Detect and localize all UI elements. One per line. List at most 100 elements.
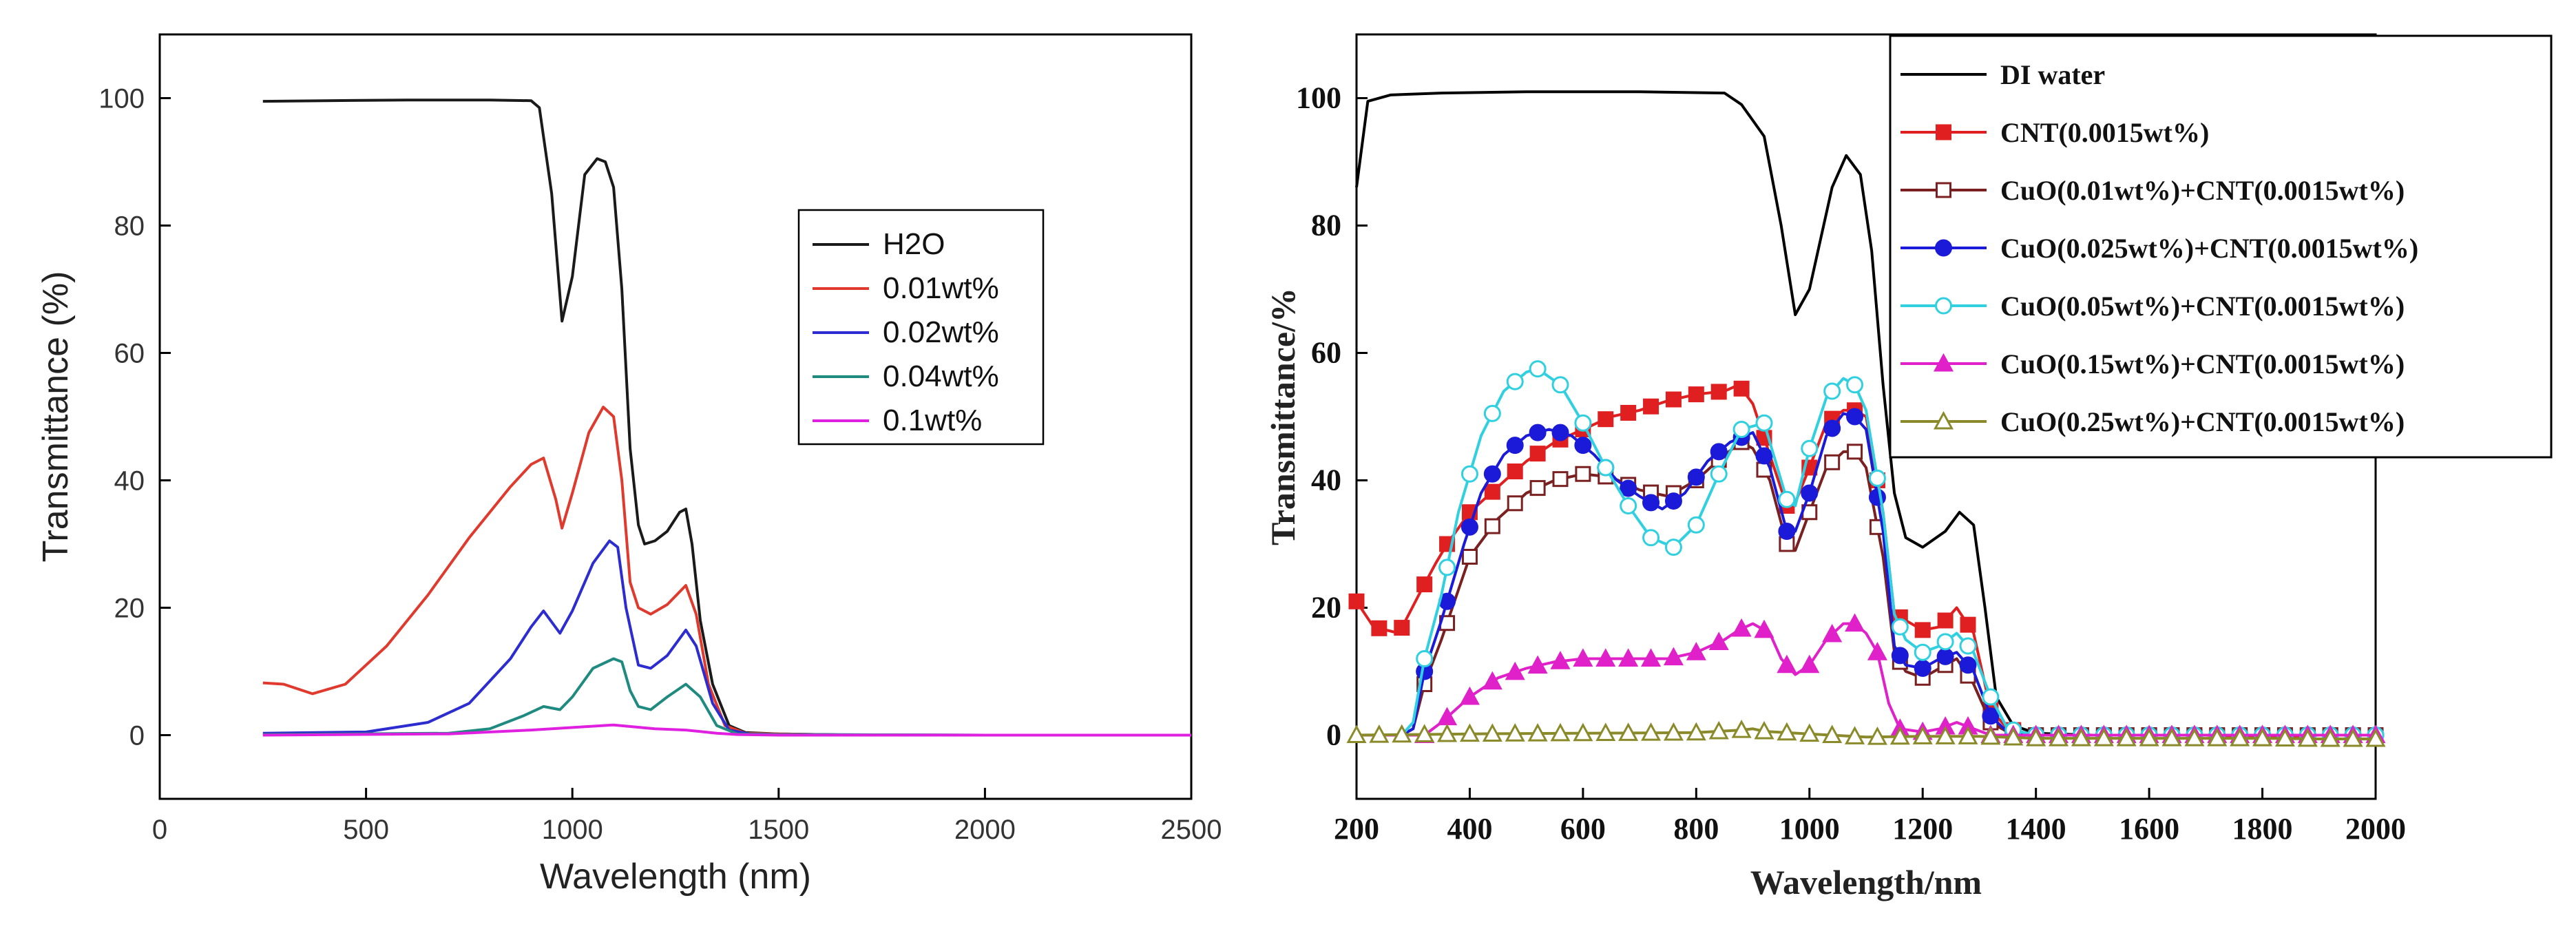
right-marker-s4 bbox=[1574, 414, 1592, 432]
right-marker-s2 bbox=[1824, 454, 1841, 470]
right-marker-s6 bbox=[1505, 723, 1525, 742]
right-marker-s4 bbox=[1755, 414, 1773, 432]
right-marker-s5 bbox=[1550, 651, 1571, 669]
right-marker-s5 bbox=[1799, 654, 1820, 674]
right-marker-s4 bbox=[1687, 516, 1705, 534]
left-x-axis-label: Wavelength (nm) bbox=[540, 857, 811, 897]
right-marker-s5 bbox=[1505, 661, 1525, 680]
right-chart-panel: 0 20 40 60 80 100 200 400 600 800 1000 1200 1400 160… bbox=[1264, 33, 2553, 901]
right-marker-s6 bbox=[1392, 724, 1412, 743]
right-marker-s4 bbox=[1936, 633, 1954, 651]
right-x-tick-label: 1600 bbox=[2119, 812, 2179, 846]
right-marker-s5 bbox=[1686, 642, 1706, 660]
right-marker-s5 bbox=[1845, 613, 1865, 632]
left-legend-label: 0.1wt% bbox=[883, 404, 982, 437]
right-marker-s6 bbox=[2365, 728, 2386, 747]
right-marker-s4 bbox=[1982, 688, 2000, 706]
right-marker-s3 bbox=[1914, 659, 1931, 677]
right-marker-s6 bbox=[1708, 720, 1729, 740]
right-marker-s5 bbox=[1527, 655, 1548, 674]
left-x-tick-label: 1000 bbox=[542, 815, 603, 845]
right-marker-s3 bbox=[1959, 656, 1977, 674]
right-x-tick-label: 200 bbox=[1334, 812, 1379, 846]
left-x-tick-label: 2000 bbox=[954, 815, 1016, 845]
right-marker-s6 bbox=[1346, 724, 1367, 743]
right-legend-box bbox=[1889, 34, 2553, 459]
right-x-tick-label: 1400 bbox=[2006, 812, 2066, 846]
right-legend-marker bbox=[1936, 124, 1951, 140]
right-marker-s1 bbox=[1394, 620, 1410, 636]
right-marker-s6 bbox=[2343, 728, 2363, 747]
left-legend-box bbox=[797, 209, 1045, 446]
right-marker-s6 bbox=[2049, 727, 2069, 747]
right-marker-s6 bbox=[1958, 726, 1978, 744]
right-marker-s1 bbox=[1416, 576, 1433, 593]
right-marker-s3 bbox=[1687, 468, 1705, 486]
right-marker-s2 bbox=[1461, 549, 1478, 565]
right-marker-s6 bbox=[1663, 722, 1684, 741]
right-marker-s6 bbox=[1935, 726, 1956, 744]
right-marker-s4 bbox=[1438, 559, 1456, 576]
right-y-tick-label: 0 bbox=[1326, 718, 1341, 752]
right-marker-s6 bbox=[1414, 724, 1435, 742]
right-x-tick-label: 2000 bbox=[2345, 812, 2406, 846]
right-marker-s2 bbox=[1847, 443, 1863, 460]
right-marker-s6 bbox=[1573, 722, 1593, 742]
right-marker-s4 bbox=[1416, 650, 1434, 667]
right-series-line-0 bbox=[1355, 90, 2376, 737]
right-marker-s3 bbox=[1620, 479, 1637, 497]
right-marker-s4 bbox=[1460, 465, 1478, 483]
right-marker-s1 bbox=[1665, 391, 1682, 408]
right-marker-s4 bbox=[1710, 465, 1728, 483]
right-marker-s6 bbox=[1912, 726, 1933, 744]
right-marker-s1 bbox=[1529, 446, 1546, 462]
right-y-tick-label: 40 bbox=[1311, 463, 1341, 497]
right-marker-s1 bbox=[1688, 386, 1704, 403]
left-series-line-4 bbox=[262, 723, 1191, 737]
right-x-tick-label: 400 bbox=[1447, 812, 1492, 846]
right-marker-s5 bbox=[1777, 654, 1797, 674]
right-legend-label: CuO(0.15wt%)+CNT(0.0015wt%) bbox=[2000, 348, 2405, 379]
right-x-tick-label: 1200 bbox=[1892, 812, 1953, 846]
right-marker-s1 bbox=[1733, 380, 1750, 397]
right-series-lines bbox=[1346, 90, 2386, 747]
right-marker-s4 bbox=[1642, 529, 1660, 547]
left-y-tick-label: 20 bbox=[114, 594, 145, 624]
right-marker-s4 bbox=[1732, 421, 1750, 438]
right-marker-s6 bbox=[1754, 720, 1774, 740]
right-marker-s3 bbox=[1506, 437, 1524, 455]
right-marker-s3 bbox=[1483, 465, 1501, 483]
right-marker-s4 bbox=[1778, 490, 1796, 508]
right-marker-s2 bbox=[1552, 471, 1569, 488]
left-y-tick-label: 0 bbox=[129, 721, 145, 751]
right-marker-s6 bbox=[1482, 723, 1502, 742]
right-marker-s1 bbox=[1598, 411, 1614, 428]
left-x-ticks: 0 500 1000 1500 2000 2500 bbox=[152, 788, 1222, 845]
left-legend-label: H2O bbox=[883, 227, 945, 261]
right-marker-s5 bbox=[1459, 686, 1480, 705]
right-legend-marker bbox=[1936, 182, 1951, 198]
right-marker-s6 bbox=[1867, 726, 1887, 745]
left-y-tick-label: 80 bbox=[114, 211, 145, 242]
right-marker-s1 bbox=[1710, 384, 1727, 400]
right-marker-s2 bbox=[1529, 480, 1546, 497]
right-marker-s2 bbox=[1507, 495, 1523, 512]
right-marker-s4 bbox=[1823, 382, 1841, 400]
right-marker-s6 bbox=[1369, 724, 1390, 743]
right-marker-s1 bbox=[1484, 483, 1500, 500]
right-marker-s4 bbox=[1529, 360, 1547, 378]
right-marker-s6 bbox=[1980, 726, 2001, 745]
right-marker-s4 bbox=[1551, 376, 1569, 394]
right-marker-s6 bbox=[2093, 727, 2114, 747]
right-marker-s2 bbox=[1575, 466, 1591, 482]
right-marker-s3 bbox=[1891, 647, 1909, 665]
right-marker-s3 bbox=[1801, 484, 1819, 502]
right-marker-s5 bbox=[1708, 631, 1729, 650]
left-legend: H2O 0.01wt% 0.02wt% 0.04wt% 0.1wt% bbox=[797, 209, 1045, 446]
right-marker-s6 bbox=[2320, 728, 2341, 747]
right-marker-s1 bbox=[1371, 620, 1388, 636]
right-marker-s6 bbox=[2161, 727, 2182, 747]
left-legend-label: 0.02wt% bbox=[883, 315, 999, 349]
right-marker-s5 bbox=[1822, 623, 1843, 643]
right-marker-s1 bbox=[1937, 612, 1954, 629]
